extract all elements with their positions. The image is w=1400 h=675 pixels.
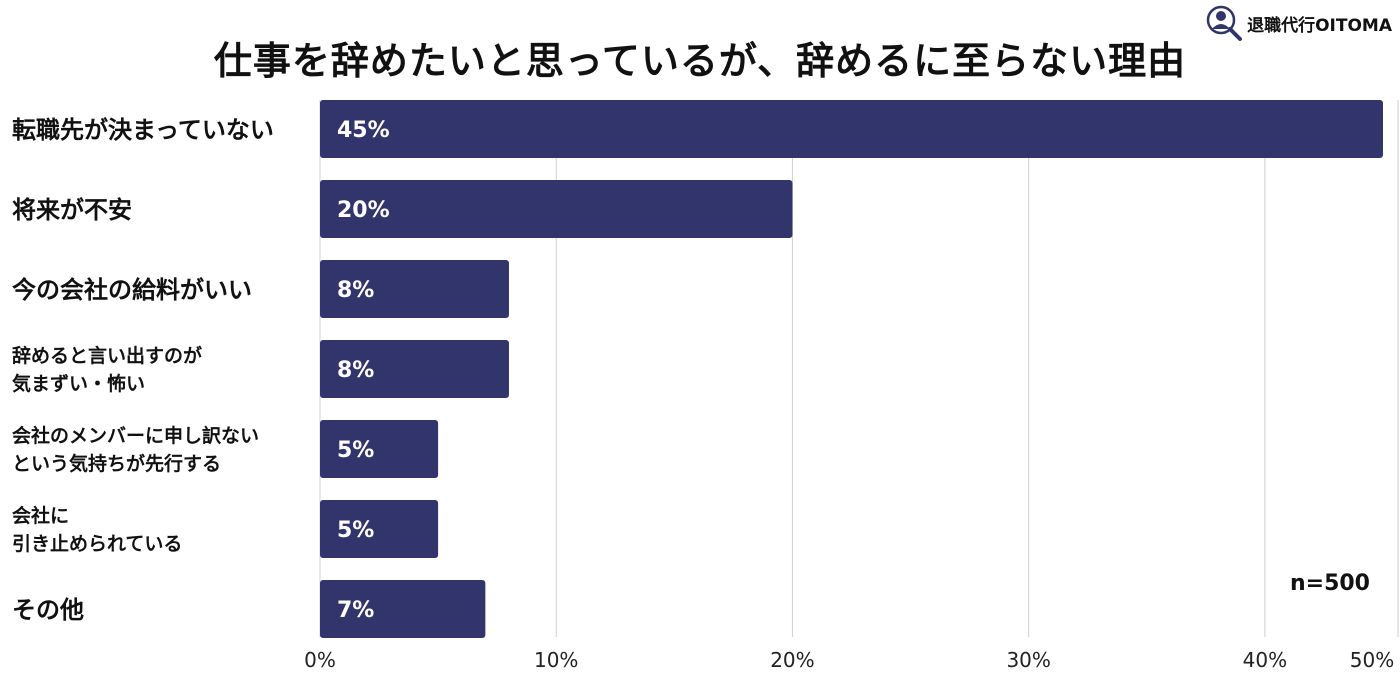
bar-value-label: 45% xyxy=(337,118,390,143)
category-label: 気まずい・怖い xyxy=(12,372,145,395)
bar-value-label: 7% xyxy=(337,598,374,623)
category-label: 転職先が決まっていない xyxy=(12,116,274,144)
category-label: 引き止められている xyxy=(12,533,182,555)
brand-logo: 退職代行OITOMA xyxy=(1205,5,1392,41)
bar xyxy=(320,260,509,318)
brand-name: 退職代行OITOMA xyxy=(1247,15,1392,36)
bar xyxy=(320,420,439,478)
bar xyxy=(320,580,486,638)
category-label: という気持ちが先行する xyxy=(12,452,221,475)
bar xyxy=(320,180,793,238)
category-label: 会社のメンバーに申し訳ない xyxy=(12,424,259,447)
bar-value-label: 8% xyxy=(337,278,374,303)
person-magnifier-icon xyxy=(1206,5,1243,41)
x-tick-label: 40% xyxy=(1243,648,1287,672)
x-tick-label: 50% xyxy=(1350,648,1394,672)
chart-title: 仕事を辞めたいと思っているが、辞めるに至らない理由 xyxy=(213,39,1187,83)
bar xyxy=(320,100,1383,158)
x-tick-label: 20% xyxy=(770,648,814,672)
bar-value-label: 8% xyxy=(337,358,374,383)
bar-value-label: 5% xyxy=(337,438,374,463)
bar xyxy=(320,340,509,398)
category-label: 今の会社の給料がいい xyxy=(12,276,252,304)
x-tick-label: 30% xyxy=(1006,648,1050,672)
category-label: 会社に xyxy=(12,504,69,527)
bar-value-label: 5% xyxy=(337,518,374,543)
sample-size-note: n=500 xyxy=(1290,571,1370,596)
category-label: 辞めると言い出すのが xyxy=(12,344,202,367)
bar-value-label: 20% xyxy=(337,198,390,223)
x-tick-label: 0% xyxy=(304,648,336,672)
bar xyxy=(320,500,439,558)
category-label: 将来が不安 xyxy=(12,196,132,224)
category-label: その他 xyxy=(12,596,84,624)
x-tick-label: 10% xyxy=(534,648,578,672)
